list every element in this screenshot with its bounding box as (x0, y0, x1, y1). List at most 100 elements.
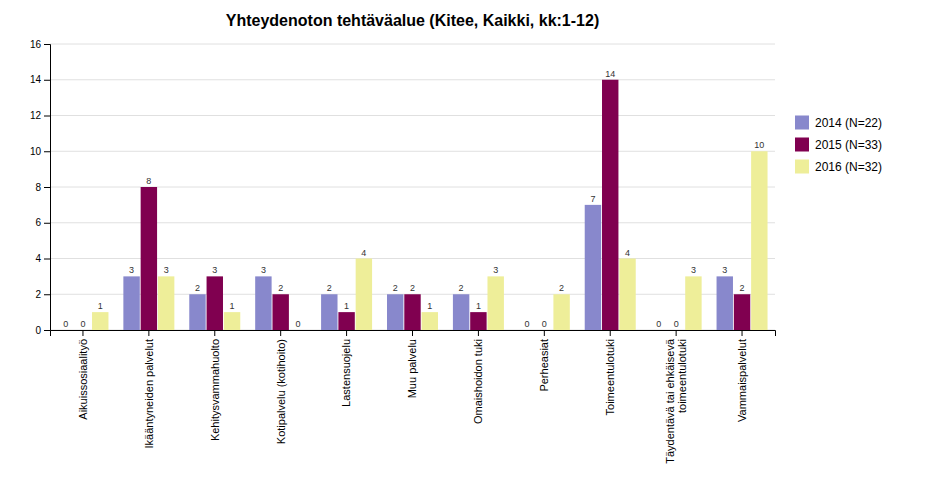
y-tick-mark (44, 116, 50, 117)
data-label: 10 (754, 140, 764, 150)
y-tick: 12 (30, 110, 50, 121)
y-tick-label: 10 (30, 146, 42, 157)
grid (50, 44, 775, 330)
data-labels: 03232220703083212101402131041324310 (63, 69, 764, 329)
legend: 2014 (N=22) 2015 (N=33) 2016 (N=32) (795, 116, 882, 174)
x-tick-label: Vammaispalvelut (736, 339, 748, 422)
legend-label: 2014 (N=22) (815, 116, 882, 130)
data-label: 2 (195, 283, 200, 293)
y-tick-label: 8 (35, 182, 41, 193)
data-label: 0 (542, 319, 547, 329)
x-tick: Täydentävä tai ehkäisevätoimeentulotuki (664, 330, 688, 464)
data-label: 2 (393, 283, 398, 293)
y-tick-label: 6 (35, 217, 41, 228)
bar (338, 312, 354, 330)
y-tick-mark (44, 80, 50, 81)
title: Yhteydenoton tehtäväalue (Kitee, Kaikki,… (226, 12, 599, 29)
x-axis: Aikuissosiaalityö Ikääntyneiden palvelut K… (51, 330, 776, 464)
legend-label: 2015 (N=33) (815, 138, 882, 152)
y-tick-mark (44, 223, 50, 224)
bar (321, 294, 337, 330)
y-axis-line (44, 45, 51, 331)
y-tick: 8 (35, 182, 50, 193)
legend-item: 2015 (N=33) (795, 138, 882, 152)
data-label: 0 (63, 319, 68, 329)
bar (553, 294, 569, 330)
x-tick: Lastensuojelu (340, 330, 352, 407)
bar (619, 259, 635, 331)
data-label: 1 (427, 301, 432, 311)
legend-swatch (795, 160, 809, 174)
x-tick: Kehitysvammahuolto (209, 330, 221, 441)
y-axis: 0246810121416 (30, 39, 51, 336)
data-label: 4 (361, 248, 366, 258)
x-tick: Omaishoidon tuki (472, 330, 484, 424)
grid-line (50, 222, 775, 223)
x-tick-mark (148, 330, 149, 336)
x-tick-label: Omaishoidon tuki (472, 339, 484, 424)
x-tick-mark (676, 330, 677, 336)
x-tick-label: Perheasiat (538, 339, 550, 392)
bar (717, 276, 733, 330)
y-tick-label: 14 (30, 74, 42, 85)
data-label: 1 (98, 301, 103, 311)
bar (453, 294, 469, 330)
x-tick: Aikuissosiaalityö (77, 330, 89, 420)
y-tick: 10 (30, 146, 50, 157)
data-label: 0 (295, 319, 300, 329)
data-label: 0 (674, 319, 679, 329)
x-tick-label: Toimeentulotuki (604, 339, 616, 415)
y-tick-mark (44, 151, 50, 152)
data-label: 3 (129, 265, 134, 275)
y-tick-mark (44, 187, 50, 188)
x-tick-mark (478, 330, 479, 336)
x-tick-mark (214, 330, 215, 336)
bar (487, 276, 503, 330)
x-tick-label: Lastensuojelu (340, 339, 352, 407)
legend-swatch (795, 116, 809, 130)
legend-swatch (795, 138, 809, 152)
data-label: 0 (656, 319, 661, 329)
x-tick-mark (742, 330, 743, 336)
y-tick: 0 (35, 325, 50, 336)
y-tick: 4 (35, 253, 50, 264)
data-label: 3 (691, 265, 696, 275)
y-tick-mark (44, 330, 50, 331)
x-tick: Ikääntyneiden palvelut (143, 330, 155, 448)
legend-label: 2016 (N=32) (815, 160, 882, 174)
data-label: 2 (278, 283, 283, 293)
data-label: 1 (344, 301, 349, 311)
grid-line (50, 115, 775, 116)
x-tick: Perheasiat (538, 330, 550, 392)
data-label: 14 (605, 69, 615, 79)
y-tick-label: 16 (30, 39, 42, 50)
x-axis-line (51, 331, 776, 337)
data-label: 8 (146, 176, 151, 186)
x-tick-label: Ikääntyneiden palvelut (143, 339, 155, 448)
x-tick-mark (82, 330, 83, 336)
grid-line (50, 151, 775, 152)
data-label: 2 (327, 283, 332, 293)
bar (536, 330, 552, 331)
data-label: 4 (625, 248, 630, 258)
x-tick-mark (346, 330, 347, 336)
grid-line (50, 79, 775, 80)
bar (602, 80, 618, 330)
x-tick: Muu palvelu (406, 330, 418, 398)
y-tick: 6 (35, 217, 50, 228)
bar (255, 276, 271, 330)
grid-line (50, 258, 775, 259)
grid-line (50, 187, 775, 188)
bar (470, 312, 486, 330)
bar (519, 330, 535, 331)
bar (290, 330, 306, 331)
bar (387, 294, 403, 330)
bar (207, 276, 223, 330)
bar (356, 259, 372, 331)
data-label: 3 (493, 265, 498, 275)
bar (224, 312, 240, 330)
data-label: 1 (230, 301, 235, 311)
bar (422, 312, 438, 330)
x-tick: Vammaispalvelut (736, 330, 748, 422)
data-label: 2 (559, 283, 564, 293)
